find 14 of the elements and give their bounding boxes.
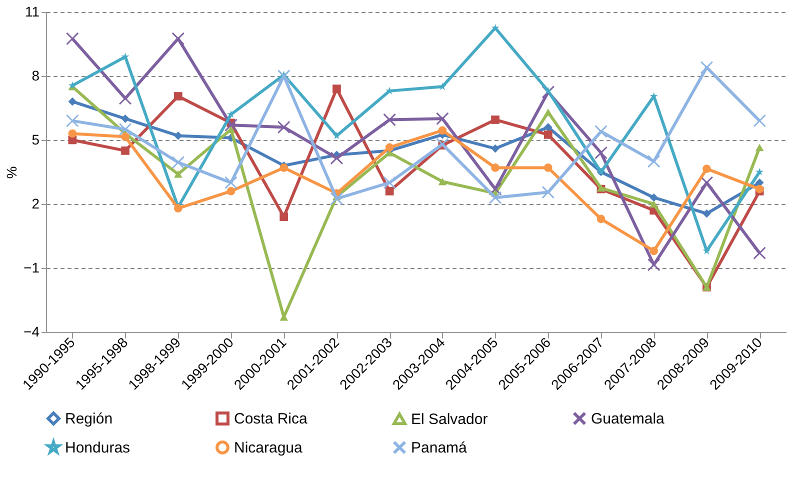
y-tick-label: 2 <box>32 196 40 212</box>
legend-label: Panamá <box>411 440 468 456</box>
legend-label: Costa Rica <box>234 410 308 428</box>
y-tick-label: 8 <box>32 68 40 84</box>
legend-label: El Salvador <box>411 410 488 428</box>
legend-label: Región <box>65 410 113 428</box>
legend-label: Honduras <box>65 440 130 456</box>
y-tick-label: −1 <box>24 260 40 276</box>
y-tick-label: −4 <box>24 324 40 340</box>
y-tick-label: 5 <box>32 132 40 148</box>
legend-label: Nicaragua <box>234 440 304 456</box>
legend-label: Guatemala <box>591 410 666 428</box>
y-tick-label: 11 <box>24 4 40 20</box>
y-axis-title: % <box>4 166 20 179</box>
